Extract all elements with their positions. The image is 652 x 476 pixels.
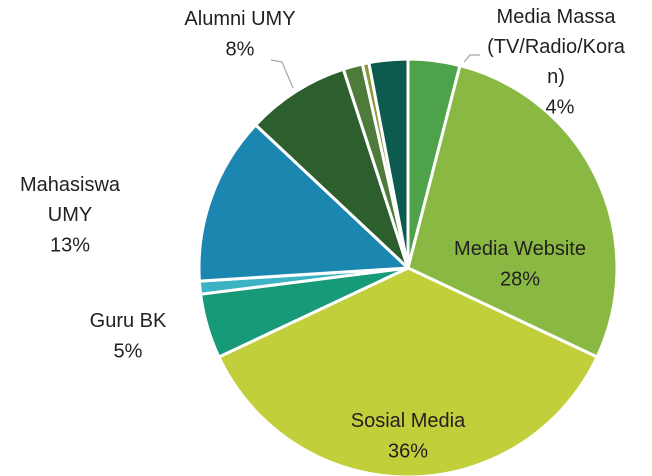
- label-line: Sosial Media: [351, 410, 466, 432]
- label-line: Media Massa: [497, 6, 617, 28]
- value-label: 4%: [546, 96, 575, 118]
- slice-label: Alumni UMY: [184, 8, 295, 30]
- pie-slice: [217, 266, 599, 476]
- label-line: (TV/Radio/Kora: [487, 36, 626, 58]
- pie-slice: [367, 57, 410, 270]
- label-line: Mahasiswa: [20, 174, 121, 196]
- label-line: Media Website: [454, 238, 586, 260]
- value-label: 5%: [114, 340, 143, 362]
- pie-slice: [254, 67, 410, 270]
- label-line: n): [547, 66, 565, 88]
- value-label: 28%: [500, 268, 540, 290]
- slice-label: Mahasiswa UMY: [20, 174, 121, 226]
- slice-label: Guru BK: [90, 310, 167, 332]
- leader-line: [463, 54, 480, 63]
- slice-label: Sosial Media: [351, 410, 466, 432]
- value-label: 36%: [388, 440, 428, 462]
- label-line: Alumni UMY: [184, 8, 295, 30]
- pie-slice: [197, 123, 410, 283]
- value-label: 8%: [226, 38, 255, 60]
- label-line: Guru BK: [90, 310, 167, 332]
- value-label: 13%: [50, 234, 90, 256]
- slice-label: Media Website: [454, 238, 586, 260]
- pie-slice: [406, 64, 619, 359]
- slice-label: Media Massa (TV/Radio/Kora n): [487, 6, 626, 88]
- leader-line: [270, 59, 294, 89]
- label-line: UMY: [48, 204, 92, 226]
